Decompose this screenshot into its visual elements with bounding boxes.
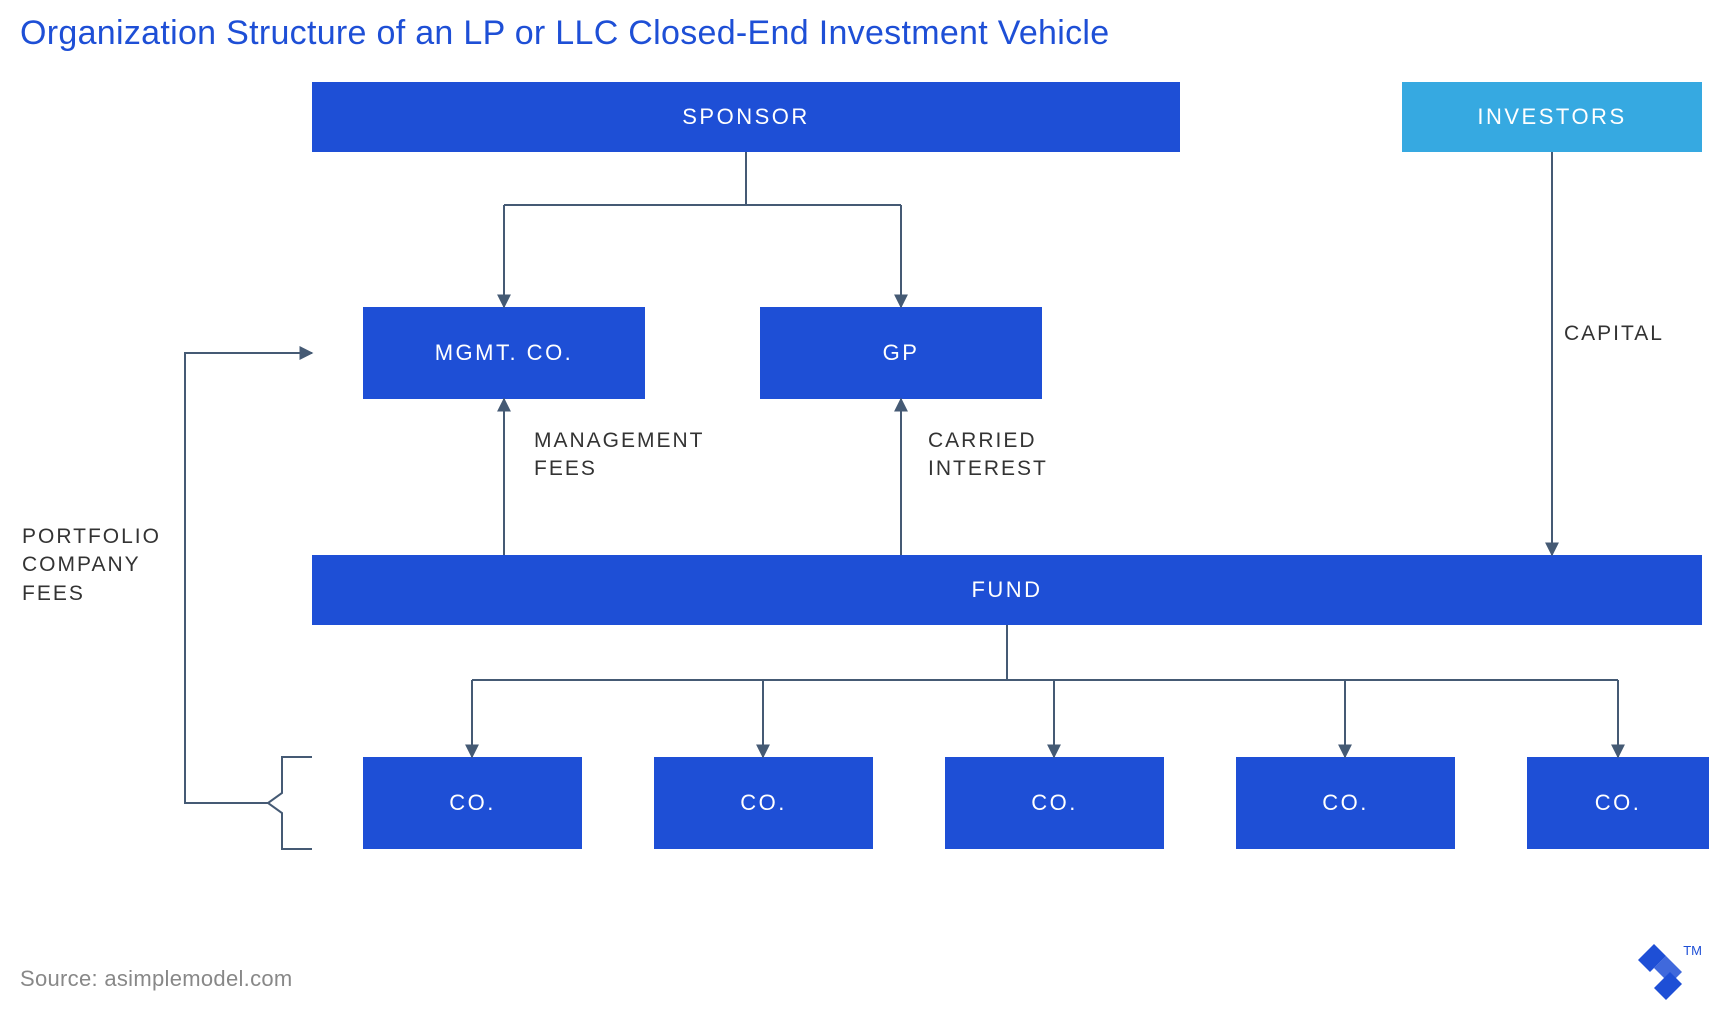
- edges-layer: [0, 0, 1720, 1014]
- node-label: CO.: [1031, 790, 1078, 816]
- node-investors: INVESTORS: [1402, 82, 1702, 152]
- node-label: FUND: [971, 577, 1042, 603]
- node-label: CO.: [740, 790, 787, 816]
- source-prefix: Source:: [20, 966, 104, 991]
- node-label: CO.: [1322, 790, 1369, 816]
- node-co-3: CO.: [945, 757, 1164, 849]
- node-label: MGMT. CO.: [435, 340, 574, 366]
- node-fund: FUND: [312, 555, 1702, 625]
- node-label: CO.: [449, 790, 496, 816]
- node-label: CO.: [1595, 790, 1642, 816]
- node-co-2: CO.: [654, 757, 873, 849]
- node-label: GP: [883, 340, 920, 366]
- edge-label-management-fees: MANAGEMENTFEES: [534, 427, 705, 484]
- edge-label-carried-interest: CARRIEDINTEREST: [928, 427, 1048, 484]
- node-label: INVESTORS: [1477, 104, 1626, 130]
- node-gp: GP: [760, 307, 1042, 399]
- node-sponsor: SPONSOR: [312, 82, 1180, 152]
- trademark-label: TM: [1683, 943, 1702, 958]
- edge-label-capital: CAPITAL: [1564, 320, 1664, 348]
- node-co-4: CO.: [1236, 757, 1455, 849]
- source-attribution: Source: asimplemodel.com: [20, 966, 293, 992]
- diagram-canvas: Organization Structure of an LP or LLC C…: [0, 0, 1720, 1014]
- toptal-logo-icon: [1638, 944, 1682, 1000]
- node-label: SPONSOR: [682, 104, 810, 130]
- node-co-5: CO.: [1527, 757, 1709, 849]
- diagram-title: Organization Structure of an LP or LLC C…: [20, 14, 1109, 53]
- node-mgmt-co: MGMT. CO.: [363, 307, 645, 399]
- source-text: asimplemodel.com: [104, 966, 292, 991]
- node-co-1: CO.: [363, 757, 582, 849]
- edge-label-portfolio-fees: PORTFOLIOCOMPANYFEES: [22, 523, 161, 608]
